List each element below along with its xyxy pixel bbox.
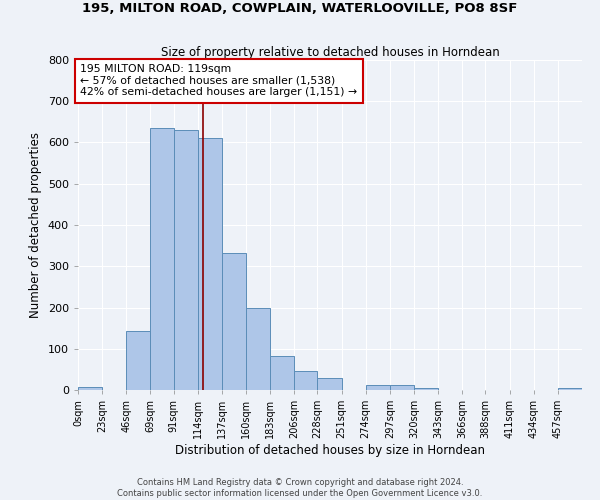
Bar bbox=[366, 385, 390, 390]
Text: 195 MILTON ROAD: 119sqm
← 57% of detached houses are smaller (1,538)
42% of semi: 195 MILTON ROAD: 119sqm ← 57% of detache… bbox=[80, 64, 357, 98]
Bar bbox=[222, 252, 246, 390]
Bar bbox=[198, 138, 222, 390]
X-axis label: Distribution of detached houses by size in Horndean: Distribution of detached houses by size … bbox=[175, 444, 485, 457]
Bar bbox=[246, 308, 270, 390]
Bar bbox=[127, 332, 151, 390]
Bar bbox=[151, 128, 173, 390]
Text: 195, MILTON ROAD, COWPLAIN, WATERLOOVILLE, PO8 8SF: 195, MILTON ROAD, COWPLAIN, WATERLOOVILL… bbox=[82, 2, 518, 16]
Bar bbox=[270, 356, 294, 390]
Text: Contains HM Land Registry data © Crown copyright and database right 2024.
Contai: Contains HM Land Registry data © Crown c… bbox=[118, 478, 482, 498]
Bar bbox=[558, 388, 582, 390]
Bar bbox=[390, 386, 414, 390]
Bar bbox=[78, 387, 102, 390]
Bar bbox=[414, 388, 438, 390]
Title: Size of property relative to detached houses in Horndean: Size of property relative to detached ho… bbox=[161, 46, 499, 59]
Bar bbox=[317, 378, 341, 390]
Bar bbox=[295, 372, 317, 390]
Y-axis label: Number of detached properties: Number of detached properties bbox=[29, 132, 42, 318]
Bar bbox=[173, 130, 198, 390]
